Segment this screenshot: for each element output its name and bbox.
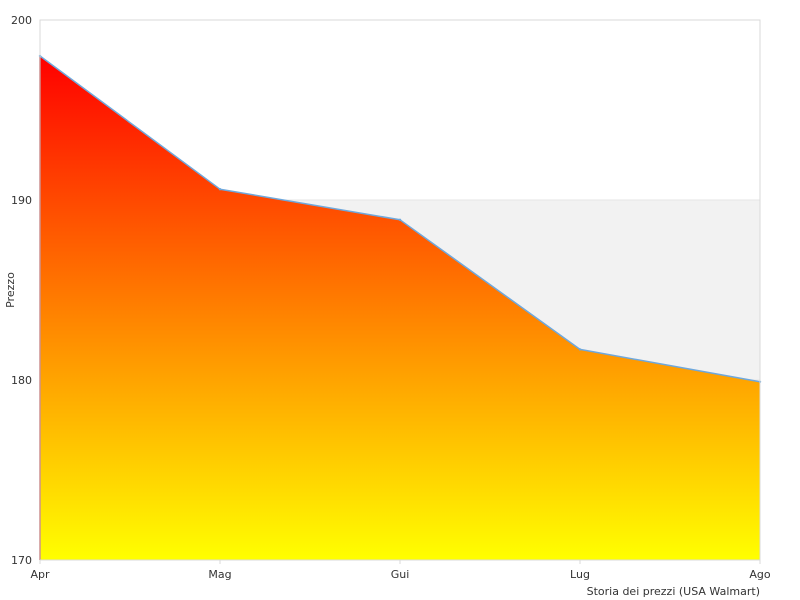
series-line-segment (219, 188, 401, 221)
y-tick-label: 190 (11, 194, 32, 207)
y-axis-ticks: 170 180 190 200 (11, 14, 32, 567)
x-tick-label: Apr (30, 568, 50, 581)
y-tick-label: 170 (11, 554, 32, 567)
series-line-segment (399, 219, 581, 351)
data-point (578, 348, 582, 351)
x-tick-label: Ago (749, 568, 771, 581)
data-point (398, 218, 402, 221)
x-tick-label: Gui (391, 568, 410, 581)
series-line-segment (579, 348, 761, 383)
y-tick-label: 180 (11, 374, 32, 387)
x-axis-ticks: Apr Mag Gui Lug Ago (30, 560, 771, 581)
x-axis-title: Storia dei prezzi (USA Walmart) (587, 585, 760, 598)
data-point (218, 188, 222, 191)
x-tick-label: Lug (570, 568, 590, 581)
series-line-segment (39, 55, 221, 190)
x-tick-label: Mag (208, 568, 231, 581)
area-fill (40, 56, 760, 560)
y-axis-title: Prezzo (4, 272, 17, 308)
y-tick-label: 200 (11, 14, 32, 27)
